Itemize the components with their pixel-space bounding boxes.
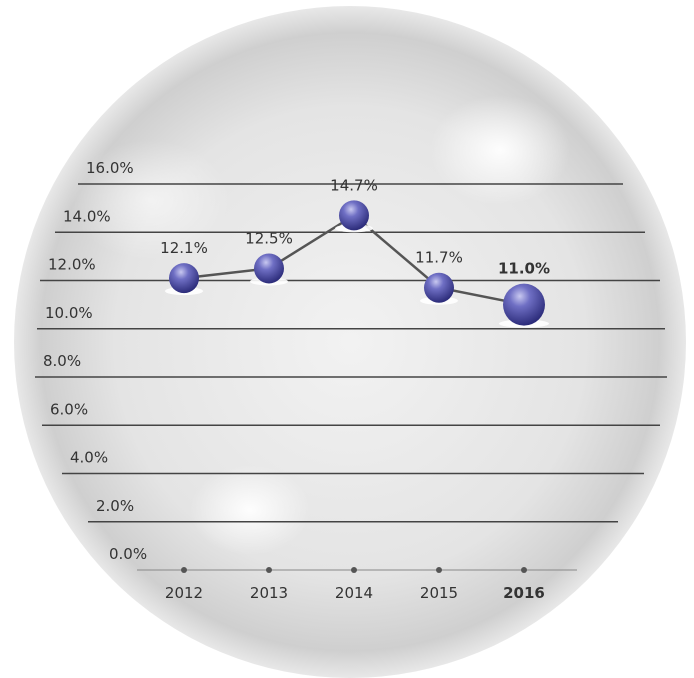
x-tick-label: 2012	[165, 584, 203, 602]
x-tick	[351, 567, 357, 573]
highlight	[70, 140, 230, 260]
marker	[169, 263, 199, 294]
y-tick-label: 16.0%	[86, 159, 134, 177]
x-tick-label: 2014	[335, 584, 373, 602]
y-tick-label: 8.0%	[43, 352, 81, 370]
plot: 0.0% 2.0% 4.0% 6.0% 8.0% 10.0% 12.0% 14.0% 16.0%…	[35, 159, 667, 602]
value-label: 11.7%	[415, 249, 463, 267]
marker	[424, 272, 454, 303]
x-tick	[266, 567, 272, 573]
x-tick	[521, 567, 527, 573]
y-tick-label: 10.0%	[45, 304, 93, 322]
value-label: 14.7%	[330, 176, 378, 194]
y-tick-label: 14.0%	[63, 207, 111, 225]
marker	[339, 200, 369, 231]
highlight	[430, 95, 570, 205]
x-tick-label: 2016	[503, 584, 545, 602]
x-tick	[181, 567, 187, 573]
y-tick-label: 0.0%	[109, 545, 147, 563]
highlight	[190, 465, 310, 555]
bubble	[14, 6, 686, 678]
x-tick-label: 2013	[250, 584, 288, 602]
y-tick-label: 4.0%	[70, 449, 108, 467]
x-tick-label: 2015	[420, 584, 458, 602]
y-tick-label: 6.0%	[50, 400, 88, 418]
marker	[254, 253, 284, 284]
x-tick	[436, 567, 442, 573]
value-label: 11.0%	[498, 260, 550, 278]
value-label: 12.5%	[245, 229, 293, 247]
y-tick-label: 2.0%	[96, 497, 134, 515]
value-label: 12.1%	[160, 239, 208, 257]
y-tick-label: 12.0%	[48, 256, 96, 274]
marker	[503, 283, 545, 326]
